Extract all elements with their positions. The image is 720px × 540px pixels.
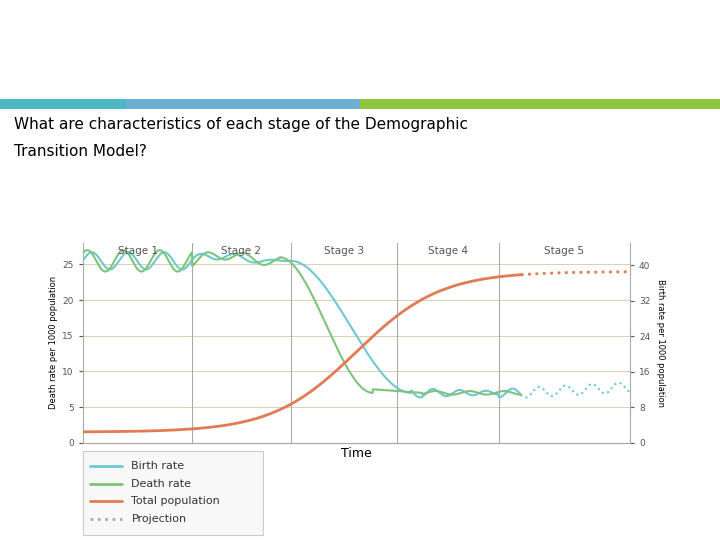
Y-axis label: Death rate per 1000 population: Death rate per 1000 population bbox=[49, 276, 58, 409]
X-axis label: Time: Time bbox=[341, 447, 372, 460]
Text: Stage 1: Stage 1 bbox=[117, 246, 158, 256]
Text: Stage 3: Stage 3 bbox=[324, 246, 364, 256]
Text: Transition Model?: Transition Model? bbox=[14, 144, 147, 159]
Text: Quick Review: Quick Review bbox=[258, 38, 462, 66]
Text: Stage 2: Stage 2 bbox=[222, 246, 261, 256]
Text: Stage 5: Stage 5 bbox=[544, 246, 585, 256]
Text: Birth rate: Birth rate bbox=[132, 461, 184, 471]
Text: What are characteristics of each stage of the Demographic: What are characteristics of each stage o… bbox=[14, 117, 468, 132]
Bar bbox=[0, 99, 126, 109]
Text: Total population: Total population bbox=[132, 496, 220, 506]
Text: Death rate: Death rate bbox=[132, 478, 192, 489]
Bar bbox=[360, 99, 720, 109]
Text: Stage 4: Stage 4 bbox=[428, 246, 468, 256]
Y-axis label: Birth rate per 1000 population: Birth rate per 1000 population bbox=[656, 279, 665, 407]
Text: Projection: Projection bbox=[132, 514, 186, 524]
Bar bbox=[126, 99, 360, 109]
